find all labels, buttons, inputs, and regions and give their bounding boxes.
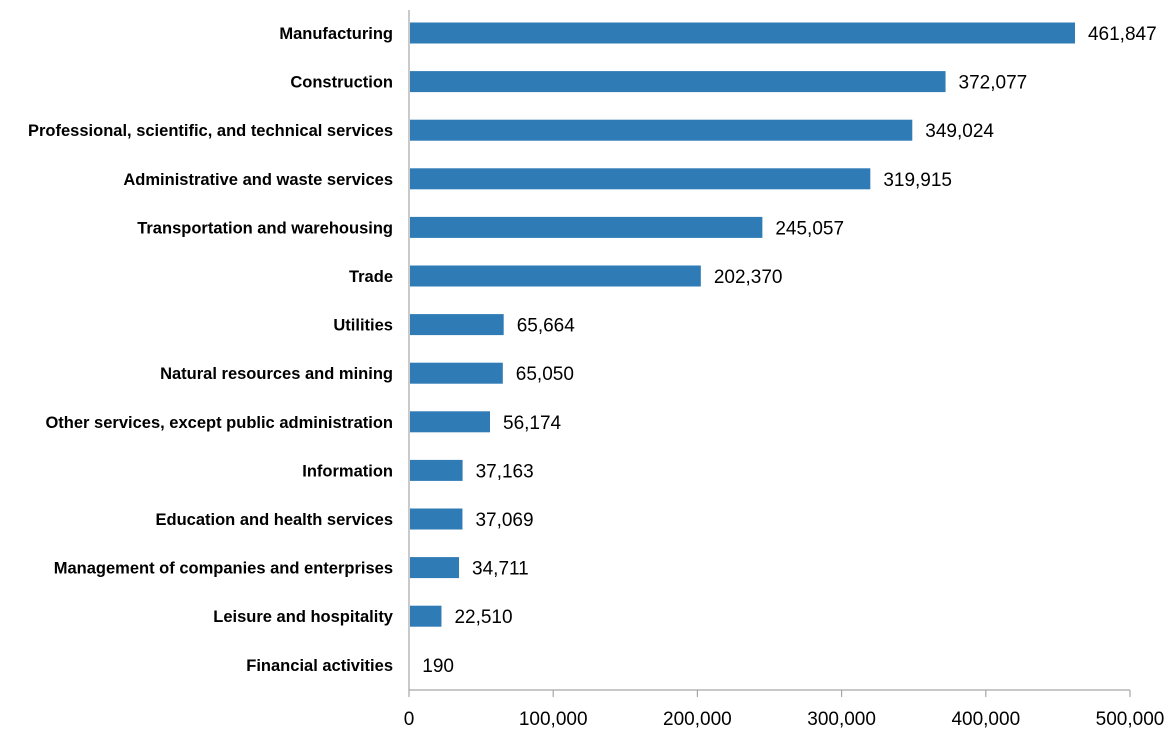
bar	[410, 119, 913, 141]
category-label: Natural resources and mining	[160, 365, 393, 383]
bar	[410, 168, 871, 190]
data-label: 37,069	[475, 510, 533, 531]
category-label: Management of companies and enterprises	[54, 560, 393, 578]
data-label: 22,510	[454, 607, 512, 628]
category-label: Education and health services	[156, 511, 394, 529]
category-label: Administrative and waste services	[123, 171, 393, 189]
x-tick-label: 300,000	[807, 709, 876, 730]
data-label: 372,077	[959, 73, 1028, 94]
bar	[410, 459, 463, 481]
category-label: Construction	[290, 74, 393, 92]
data-label: 190	[422, 656, 454, 677]
data-label: 34,711	[472, 559, 529, 580]
bar	[410, 411, 491, 433]
bar	[410, 605, 442, 627]
data-label: 319,915	[883, 170, 952, 191]
bar	[410, 362, 503, 384]
bar	[410, 216, 763, 238]
data-label: 461,847	[1088, 24, 1157, 45]
data-label: 37,163	[476, 461, 534, 482]
x-tick-label: 100,000	[519, 709, 588, 730]
category-label: Trade	[349, 268, 393, 286]
category-label: Transportation and warehousing	[137, 219, 393, 237]
x-tick-label: 200,000	[663, 709, 732, 730]
x-tick-label: 500,000	[1096, 709, 1165, 730]
data-label: 349,024	[925, 121, 994, 142]
data-label: 65,664	[517, 316, 576, 337]
data-label: 202,370	[714, 267, 783, 288]
data-label: 65,050	[516, 364, 574, 385]
category-label: Manufacturing	[279, 25, 393, 43]
bar	[410, 314, 504, 336]
x-tick-label: 0	[404, 709, 415, 730]
category-label: Other services, except public administra…	[45, 414, 393, 432]
bar	[410, 508, 463, 530]
category-label: Leisure and hospitality	[213, 608, 394, 626]
bar	[410, 22, 1075, 44]
bar	[410, 265, 701, 287]
bar	[410, 557, 460, 579]
data-label: 56,174	[503, 413, 562, 434]
bar	[410, 71, 946, 93]
category-label: Information	[302, 462, 393, 480]
category-label: Professional, scientific, and technical …	[28, 122, 393, 140]
x-tick-label: 400,000	[951, 709, 1020, 730]
data-label: 245,057	[775, 218, 844, 239]
category-label: Financial activities	[246, 657, 393, 675]
category-label: Utilities	[333, 317, 393, 335]
